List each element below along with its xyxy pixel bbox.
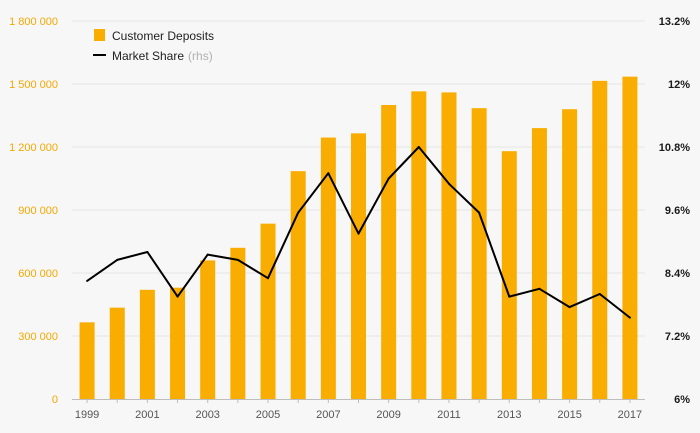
market-share-point [568,306,571,309]
right-tick-label: 7.2% [665,331,690,343]
market-share-point [387,177,390,180]
market-share-point [267,277,270,280]
legend-share-name: Market Share [112,49,184,63]
x-tick-label: 2001 [135,409,159,421]
deposit-bar [290,171,306,399]
market-share-point [538,287,541,290]
deposit-bar [381,105,397,399]
market-share-point [327,172,330,175]
left-tick-label: 900 000 [18,205,58,217]
legend-swatch-deposits [94,29,105,41]
right-tick-label: 10.8% [659,142,690,154]
deposit-bar [351,133,366,399]
market-share-point [146,251,149,253]
market-share-point [176,295,179,298]
deposit-bar [139,289,155,399]
deposit-bar [622,76,638,400]
x-tick-label: 2005 [256,409,280,421]
deposit-bar [441,92,457,400]
deposit-bar [109,307,125,399]
market-share-point [297,211,300,214]
deposit-bar [170,287,186,399]
market-share-point [598,293,601,295]
x-tick-label: 1999 [75,409,99,421]
x-tick-label: 2003 [195,409,219,421]
left-tick-label: 600 000 [18,268,58,280]
market-share-point [417,146,420,148]
right-tick-label: 9.6% [665,205,690,217]
deposit-bar [320,137,336,400]
x-tick-label: 2009 [376,409,400,421]
deposit-bar [501,151,517,399]
legend: Customer Deposits Market Share (rhs) [93,29,214,63]
left-axis-ticks: 0 300 000 600 000 900 000 1 200 000 1 500 000… [9,16,58,406]
market-share-point [508,295,511,298]
deposit-bar [531,128,547,399]
left-tick-label: 1 200 000 [9,142,58,154]
right-tick-label: 8.4% [665,268,690,280]
x-tick-label: 2013 [497,409,521,421]
market-share-point [357,232,360,235]
deposit-bar [411,91,427,399]
x-tick-label: 2015 [557,409,581,421]
legend-label-share: Market Share (rhs) [112,49,213,63]
market-share-point [478,211,481,214]
market-share-point [86,279,89,282]
x-tick-label: 2007 [316,409,340,421]
deposit-bar [562,109,578,399]
market-share-point [236,258,239,261]
market-share-point [206,253,209,256]
right-tick-label: 6% [674,394,690,406]
right-axis-ticks: 6% 7.2% 8.4% 9.6% 10.8% 12% 13.2% [659,16,690,406]
market-share-point [447,182,450,185]
market-share-line [86,146,631,319]
deposit-bar [230,247,246,399]
left-tick-label: 300 000 [18,331,58,343]
bars [79,76,638,400]
market-share-point [116,258,119,261]
market-share-point [628,316,631,319]
deposit-bar [79,322,95,399]
x-axis: 1999 2001 2003 2005 2007 2009 2011 2013 2015 2017 [72,399,645,421]
x-tick-label: 2017 [618,409,642,421]
left-tick-label: 1 500 000 [9,79,58,91]
deposit-bar [592,80,608,399]
legend-label-deposits: Customer Deposits [112,29,214,43]
deposit-bar [471,108,487,400]
deposit-bar [200,260,216,399]
legend-share-suffix: (rhs) [188,49,213,63]
left-tick-label: 1 800 000 [9,16,58,28]
x-tick-label: 2011 [437,409,461,421]
deposit-bar [260,223,276,399]
left-tick-label: 0 [52,394,58,406]
right-tick-label: 13.2% [659,16,690,28]
right-tick-label: 12% [668,79,690,91]
